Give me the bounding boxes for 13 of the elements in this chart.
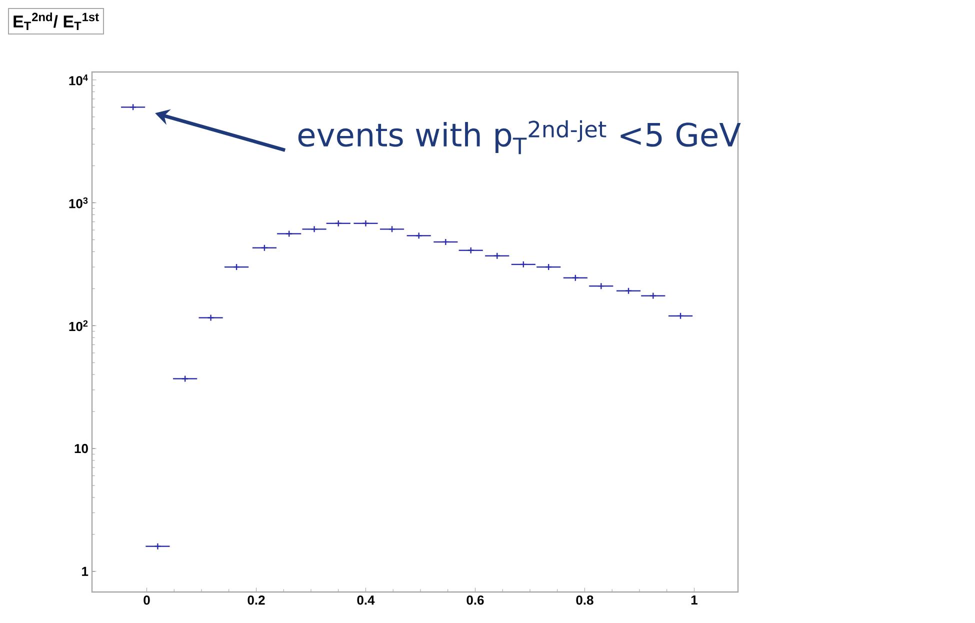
x-tick-label: 0.8	[576, 596, 594, 605]
x-tick-label: 1	[691, 596, 698, 604]
x-tick-label: 0.2	[248, 596, 265, 605]
y-tick-label: 10$^{4}$	[69, 74, 88, 86]
y-tick-label: 1	[82, 566, 88, 576]
y-tick-label: 10	[74, 444, 88, 454]
y-axis-title: E$_{T}$$^{2nd}$/ E$_{T}$1st	[14, 12, 99, 30]
x-tick-label: 0.6	[466, 596, 484, 605]
x-tick-label: 0.4	[357, 596, 375, 605]
y-tick-label: 10$^{2}$	[69, 320, 88, 332]
annotation: events with p$_{T}$$^{2nd-jet}$ <5 GeV	[298, 120, 741, 154]
x-tick-label: 0	[144, 596, 150, 605]
y-tick-label: 10$^{3}$	[69, 197, 88, 208]
